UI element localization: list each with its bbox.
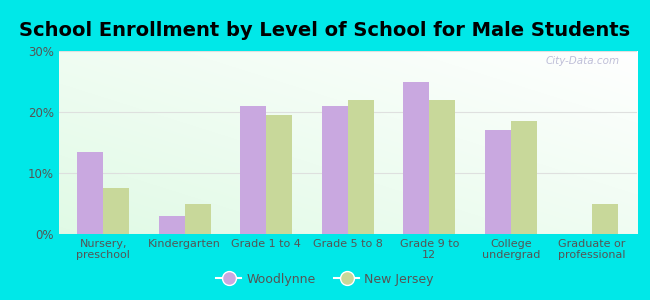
Bar: [322, 106, 348, 234]
Bar: [403, 82, 429, 234]
Bar: [592, 203, 618, 234]
Bar: [266, 115, 292, 234]
Bar: [348, 100, 374, 234]
Bar: [77, 152, 103, 234]
Legend: Woodlynne, New Jersey: Woodlynne, New Jersey: [211, 268, 439, 291]
Bar: [103, 188, 129, 234]
Bar: [240, 106, 266, 234]
Text: School Enrollment by Level of School for Male Students: School Enrollment by Level of School for…: [20, 21, 630, 40]
Bar: [185, 203, 211, 234]
Bar: [429, 100, 455, 234]
Bar: [159, 216, 185, 234]
Bar: [485, 130, 511, 234]
Bar: [511, 121, 537, 234]
Text: City-Data.com: City-Data.com: [545, 56, 619, 67]
